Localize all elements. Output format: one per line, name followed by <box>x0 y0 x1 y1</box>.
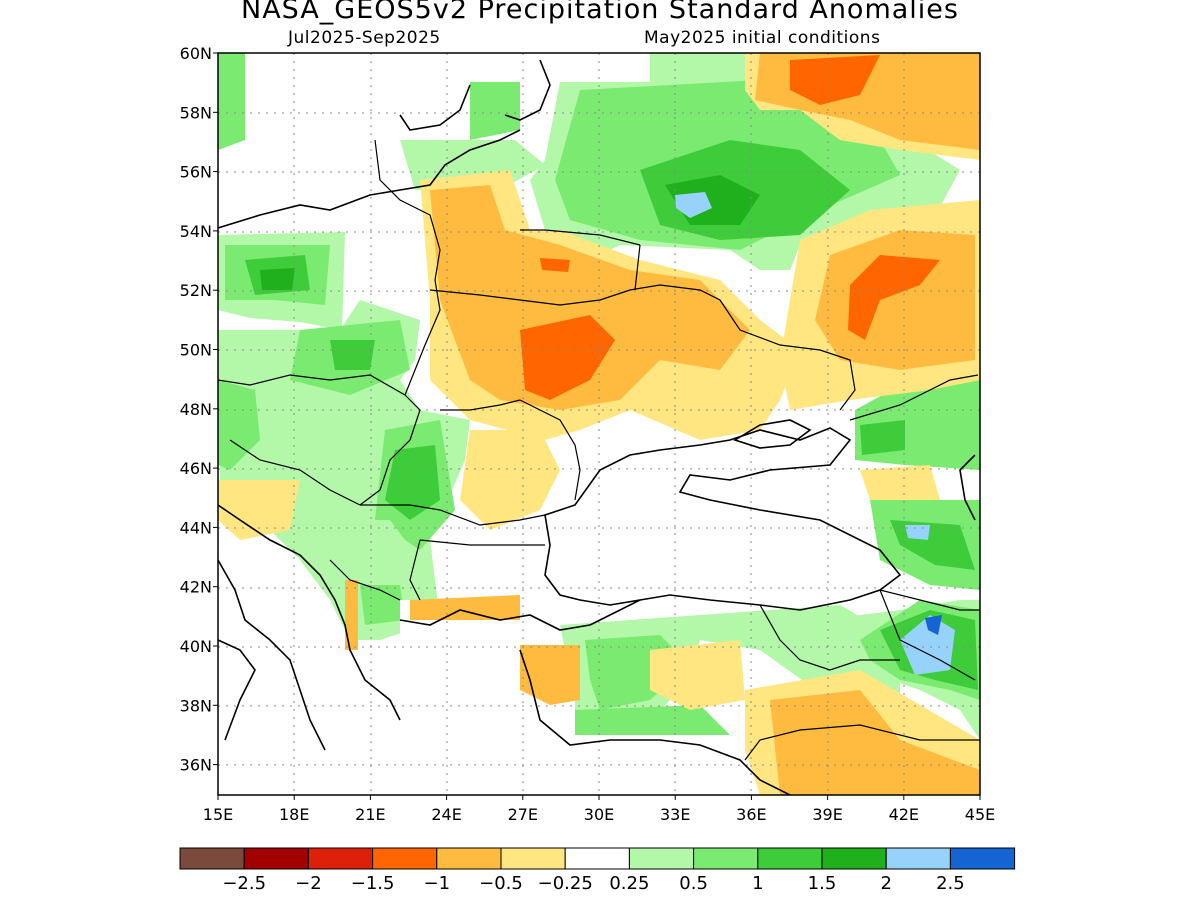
colorbar-label: 2 <box>880 873 891 894</box>
lat-label: 40N <box>180 637 212 656</box>
lat-label: 46N <box>180 459 212 478</box>
lon-label: 21E <box>355 805 385 824</box>
colorbar-swatch <box>628 847 695 870</box>
colorbar-swatch <box>949 847 1016 870</box>
lat-label: 48N <box>180 400 212 419</box>
lat-label: 44N <box>180 518 212 537</box>
colorbar-swatch <box>179 847 245 870</box>
lon-label: 24E <box>431 805 461 824</box>
lat-label: 56N <box>180 163 212 182</box>
country-borders <box>218 139 980 761</box>
colorbar-label: 1 <box>752 873 763 894</box>
lat-label: 36N <box>180 756 212 775</box>
initial-conditions-label: May2025 initial conditions <box>644 28 881 48</box>
map-title: NASA_GEOS5v2 Precipitation Standard Anom… <box>241 0 959 25</box>
lon-label: 45E <box>965 805 995 824</box>
colorbar-label: −2.5 <box>222 873 266 894</box>
latitude-labels: 60N 58N 56N 54N 52N 50N 48N 46N 44N 42N 40N 38N 36N <box>180 44 218 775</box>
colorbar-swatch <box>436 847 502 870</box>
lon-label: 39E <box>812 805 842 824</box>
colorbar-swatch <box>757 847 823 870</box>
colorbar-swatch <box>693 847 759 870</box>
lon-label: 33E <box>660 805 690 824</box>
lon-label: 42E <box>889 805 919 824</box>
coastlines <box>218 59 976 795</box>
colorbar-swatch <box>307 847 374 870</box>
lon-label: 27E <box>508 805 538 824</box>
forecast-period: Jul2025-Sep2025 <box>288 28 441 48</box>
lat-label: 42N <box>180 578 212 597</box>
colorbar <box>179 847 1016 870</box>
colorbar-swatch <box>821 847 887 870</box>
lat-label: 54N <box>180 222 212 241</box>
longitude-labels: 15E 18E 21E 24E 27E 30E 33E 36E 39E 42E 45E <box>203 795 995 824</box>
colorbar-label: 0.5 <box>679 873 708 894</box>
colorbar-swatch <box>885 847 951 870</box>
lat-label: 50N <box>180 341 212 360</box>
colorbar-label: −1.5 <box>351 873 395 894</box>
colorbar-label: −0.25 <box>538 873 593 894</box>
lat-label: 58N <box>180 103 212 122</box>
colorbar-label: 0.25 <box>609 873 649 894</box>
lon-label: 30E <box>584 805 614 824</box>
colorbar-swatch <box>372 847 438 870</box>
colorbar-labels: −2.5 −2 −1.5 −1 −0.5 −0.25 0.25 0.5 1 1.5 2 2.5 <box>222 873 964 894</box>
lat-label: 52N <box>180 281 212 300</box>
lat-label: 60N <box>180 44 212 63</box>
lat-label: 38N <box>180 696 212 715</box>
lon-label: 36E <box>736 805 766 824</box>
colorbar-label: 1.5 <box>808 873 837 894</box>
lon-label: 15E <box>203 805 233 824</box>
colorbar-label: −2 <box>295 873 322 894</box>
colorbar-swatch <box>564 847 630 870</box>
colorbar-swatch <box>243 847 309 870</box>
lon-label: 18E <box>279 805 309 824</box>
colorbar-label: 2.5 <box>936 873 965 894</box>
colorbar-label: −0.5 <box>479 873 523 894</box>
colorbar-swatch <box>500 847 566 870</box>
colorbar-label: −1 <box>424 873 451 894</box>
anomaly-field <box>218 53 980 795</box>
